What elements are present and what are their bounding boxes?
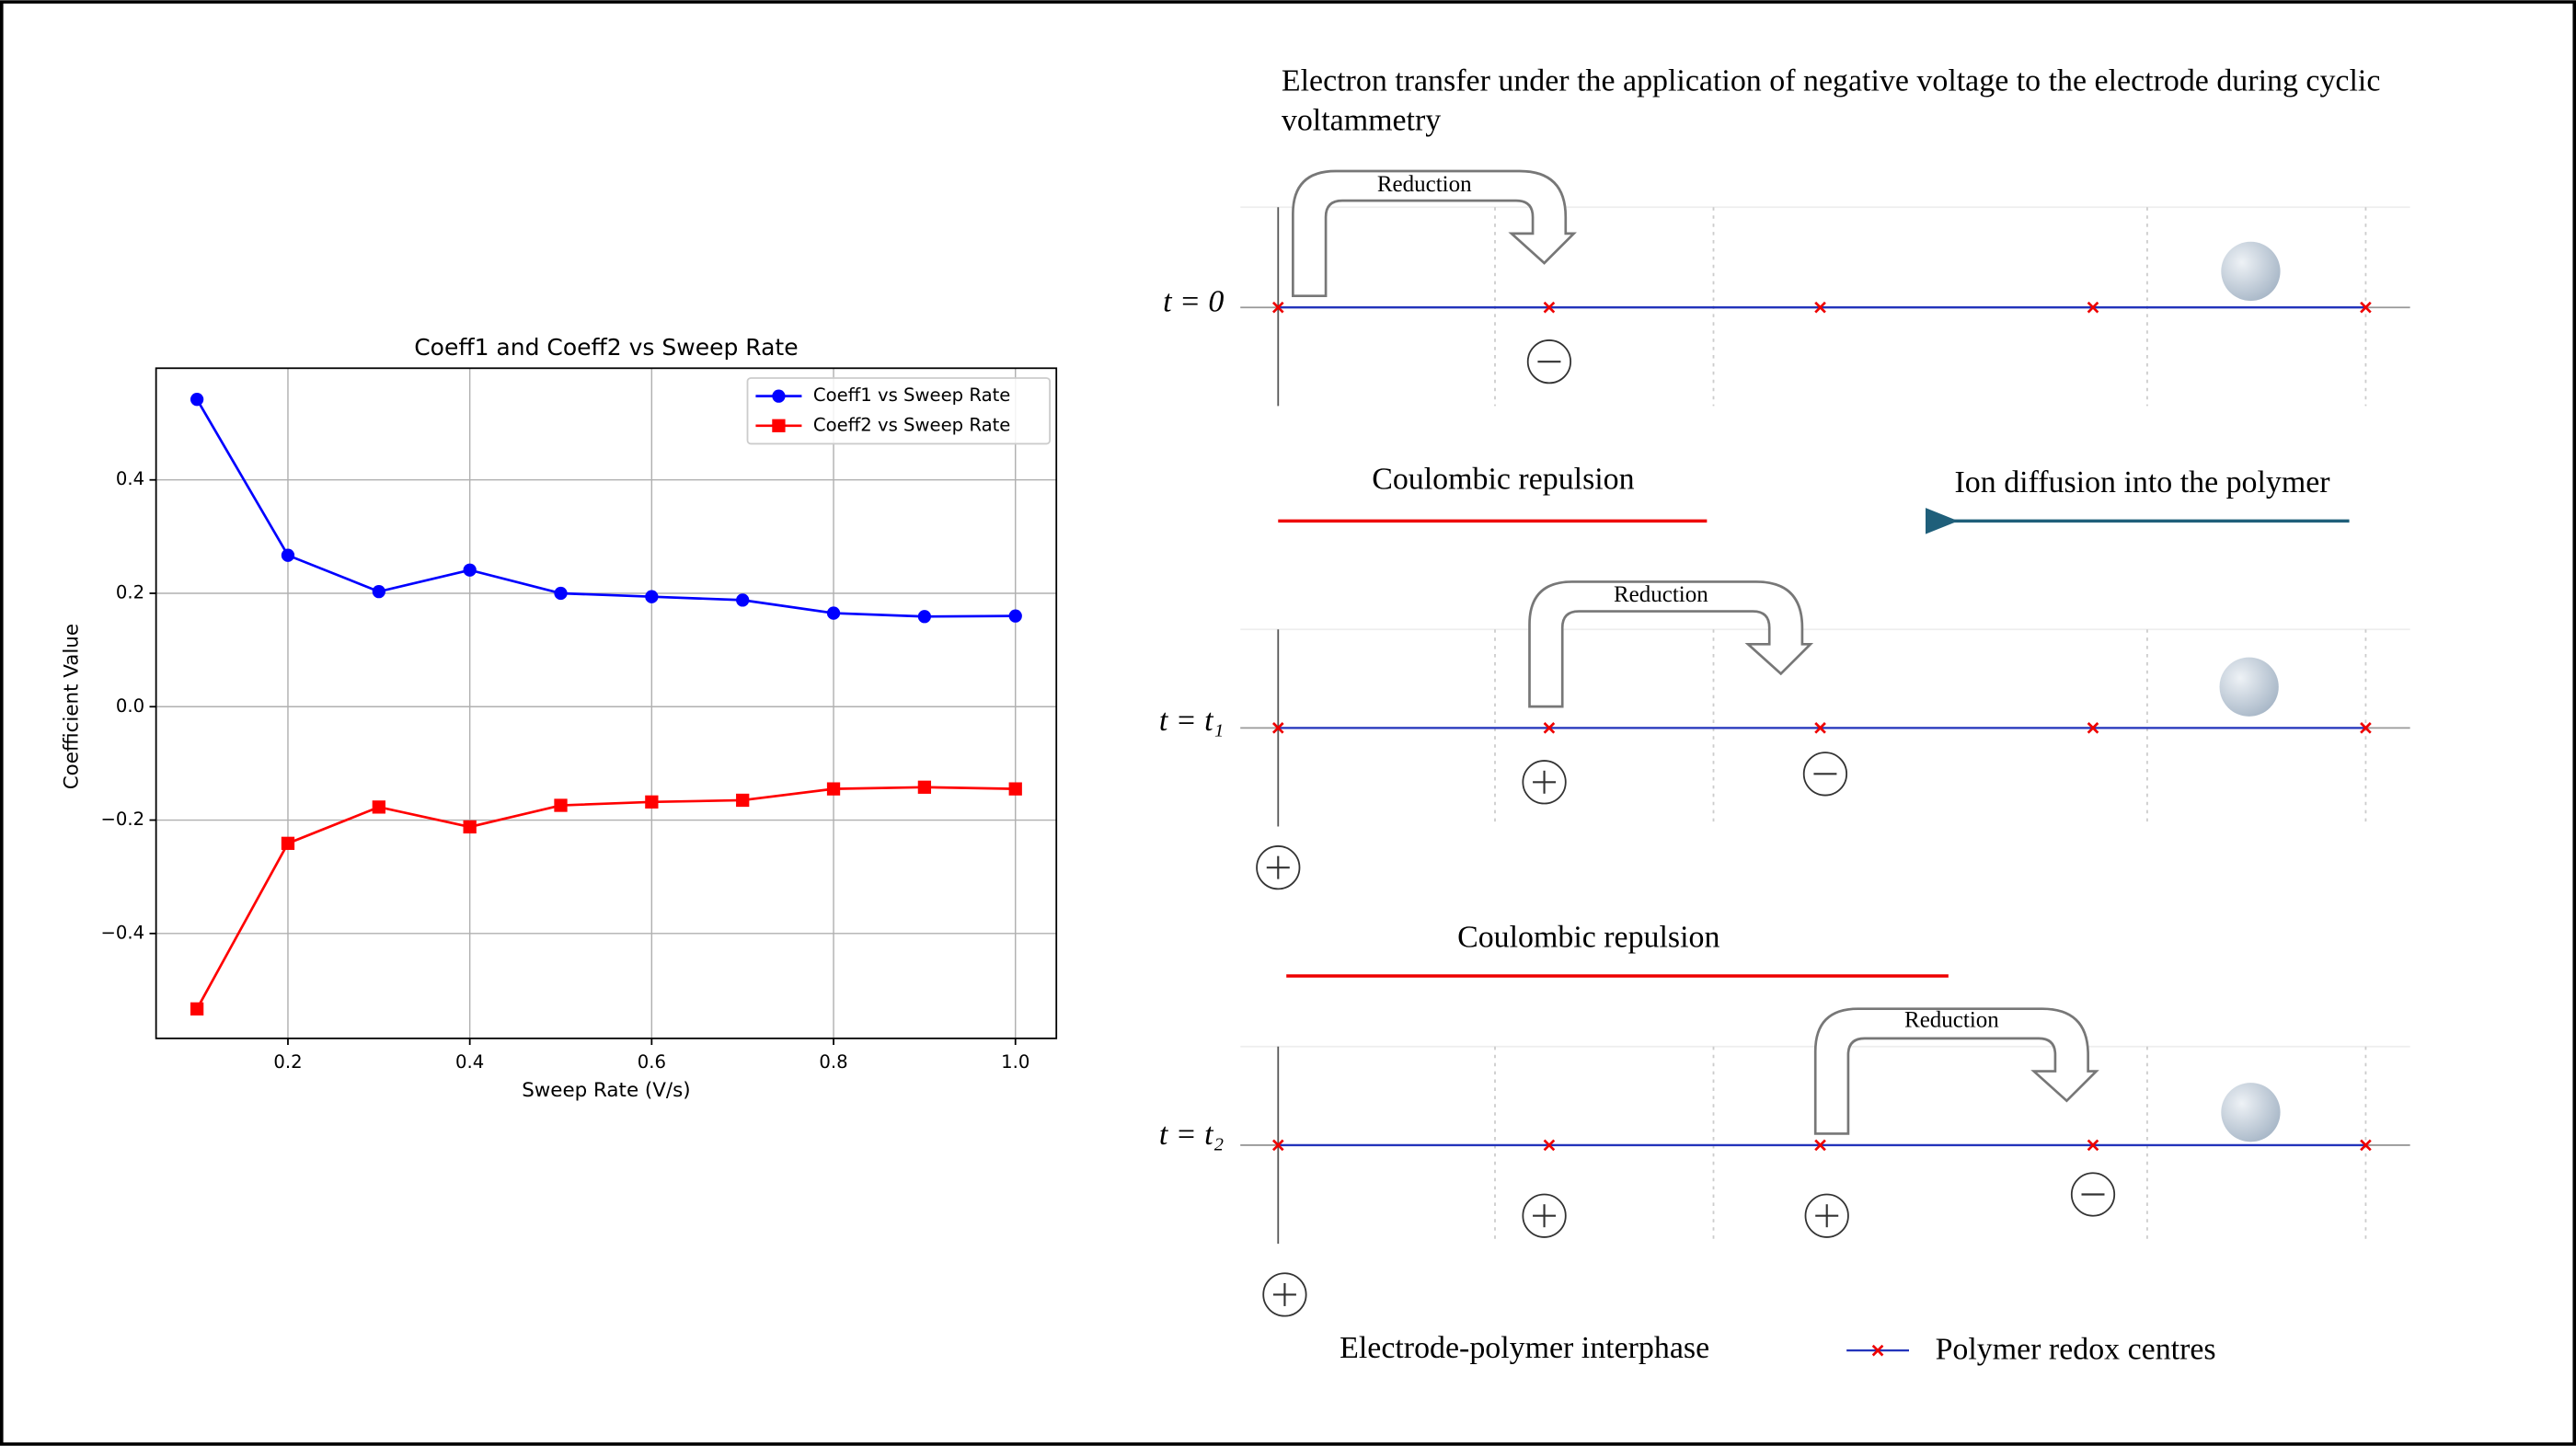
charge	[2070, 1172, 2116, 1217]
data-point	[1008, 609, 1022, 623]
time-label: t = t₁	[1159, 704, 1224, 738]
row-2: Reduction t = t₂	[1159, 1007, 2410, 1317]
x-tick-label: 0.2	[273, 1051, 302, 1073]
row-1: Reduction t = t₁	[1159, 580, 2410, 890]
legend-label: Coeff2 vs Sweep Rate	[813, 414, 1010, 435]
ion	[2219, 657, 2279, 717]
series-line	[195, 786, 1016, 1010]
y-axis-label: Coefficient Value	[61, 624, 84, 789]
diagram-title: Electron transfer under the application …	[1281, 63, 2381, 139]
data-point	[917, 780, 932, 794]
data-point	[281, 548, 295, 562]
x-axis-label: Sweep Rate (V/s)	[522, 1079, 690, 1102]
charge	[1262, 1272, 1307, 1317]
series-line	[195, 398, 1016, 618]
y-tick-label: −0.2	[100, 809, 144, 830]
repulsion-label: Coulombic repulsion	[1372, 462, 1634, 496]
y-tick-label: 0.0	[116, 695, 144, 717]
data-point	[736, 593, 750, 607]
data-point	[917, 610, 932, 624]
charge	[1255, 844, 1301, 890]
ion	[2221, 241, 2281, 302]
time-label: t = 0	[1163, 284, 1224, 318]
data-point	[190, 1002, 204, 1016]
y-tick-label: −0.4	[100, 922, 144, 943]
legend-marker	[772, 389, 786, 403]
legend: Coeff1 vs Sweep Rate Coeff2 vs Sweep Rate	[746, 377, 1051, 445]
legend-marker	[772, 419, 786, 432]
data-point	[645, 795, 659, 809]
data-point	[372, 800, 385, 814]
legend-label: Coeff1 vs Sweep Rate	[813, 384, 1010, 406]
legend-box	[746, 377, 1051, 445]
ion	[2221, 1083, 2281, 1142]
row-0: Reduction t = 0	[1163, 169, 2410, 407]
diffusion-label: Ion diffusion into the polymer	[1955, 465, 2330, 499]
charge	[1802, 752, 1848, 797]
data-point	[372, 585, 385, 599]
diagram-title-text: Electron transfer under the application …	[1281, 63, 2381, 139]
data-point	[826, 782, 841, 796]
line-chart: Coeff1 and Coeff2 vs Sweep Rate Sweep Ra…	[61, 334, 1058, 1102]
data-point	[554, 586, 568, 601]
time-label: t = t₂	[1159, 1118, 1224, 1152]
data-point	[1008, 782, 1022, 796]
reduction-label: Reduction	[1614, 582, 1708, 607]
data-point	[281, 836, 295, 850]
x-tick-label: 0.8	[819, 1051, 847, 1073]
reduction-label: Reduction	[1377, 172, 1472, 197]
y-tick-label: 0.4	[116, 468, 144, 489]
charge	[1522, 1193, 1567, 1239]
x-tick-label: 1.0	[1001, 1051, 1029, 1073]
charge	[1522, 759, 1567, 805]
repulsion-label: Coulombic repulsion	[1457, 920, 1719, 954]
x-tick-label: 0.4	[455, 1051, 484, 1073]
charge	[1804, 1193, 1850, 1239]
diagram: Electron transfer under the application …	[1159, 63, 2410, 1367]
electrode-label: Electrode-polymer interphase	[1340, 1331, 1709, 1365]
charge	[1526, 339, 1572, 384]
data-point	[645, 590, 659, 603]
reduction-label: Reduction	[1904, 1008, 1999, 1033]
y-tick-label: 0.2	[116, 581, 144, 602]
legend-label: Polymer redox centres	[1936, 1333, 2216, 1367]
data-point	[463, 563, 477, 577]
data-point	[554, 798, 568, 812]
chart-title: Coeff1 and Coeff2 vs Sweep Rate	[414, 334, 798, 361]
data-point	[190, 393, 204, 407]
plot-frame	[155, 367, 1058, 1039]
data-point	[826, 606, 841, 620]
data-point	[463, 820, 477, 834]
data-point	[736, 793, 750, 808]
x-tick-label: 0.6	[638, 1051, 666, 1073]
